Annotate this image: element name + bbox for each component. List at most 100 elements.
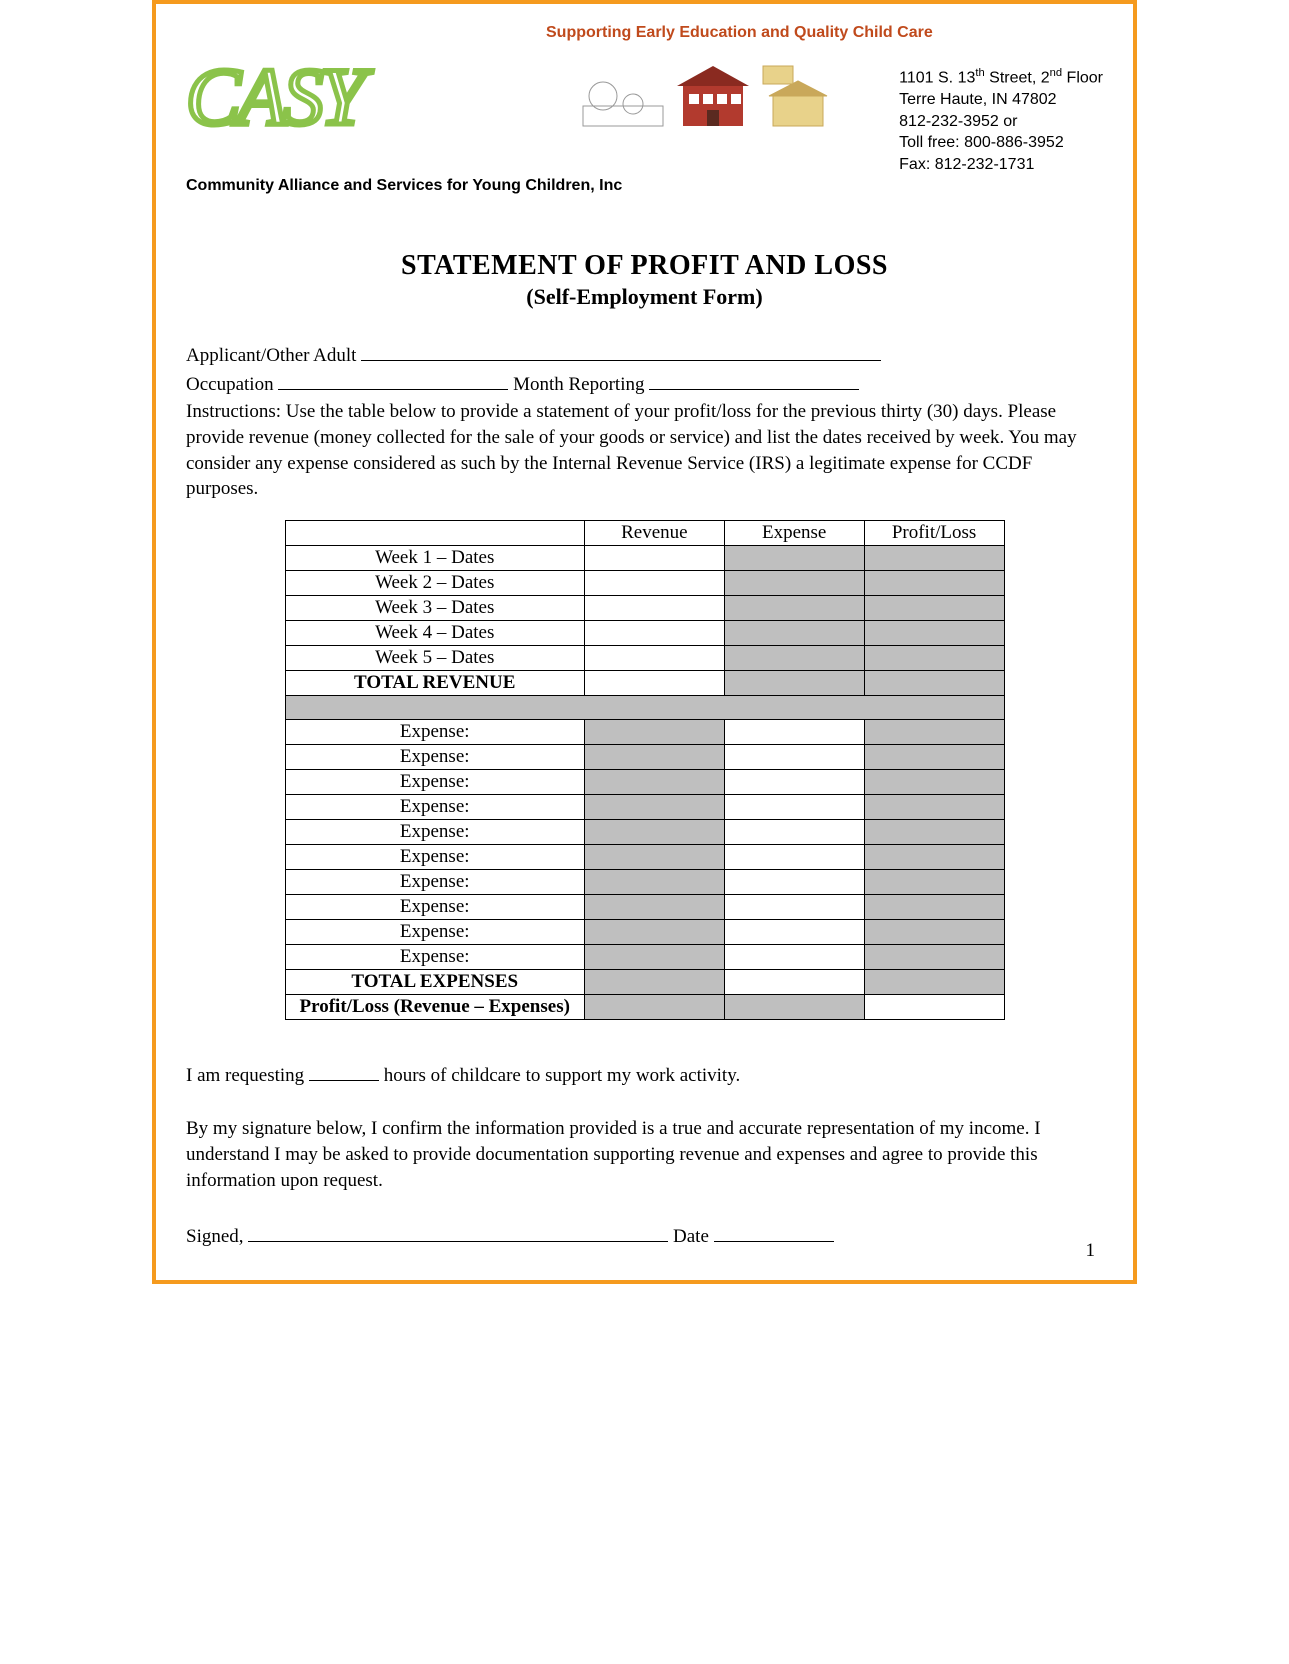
document-page: Supporting Early Education and Quality C… <box>152 0 1137 1284</box>
spacer-cell <box>285 695 1004 719</box>
row-label: Expense: <box>285 819 584 844</box>
table-row: Expense: <box>285 769 1004 794</box>
cell[interactable] <box>724 620 864 645</box>
cell <box>584 969 724 994</box>
cell[interactable] <box>724 595 864 620</box>
cell[interactable] <box>584 744 724 769</box>
cell <box>724 670 864 695</box>
cell[interactable] <box>584 844 724 869</box>
cell[interactable] <box>864 794 1004 819</box>
cell[interactable] <box>724 919 864 944</box>
cell[interactable] <box>584 919 724 944</box>
cell <box>724 969 864 994</box>
cell[interactable] <box>864 769 1004 794</box>
occupation-field: Occupation Month Reporting <box>186 369 1103 398</box>
cell[interactable] <box>724 944 864 969</box>
cell[interactable] <box>724 769 864 794</box>
applicant-blank[interactable] <box>361 340 881 361</box>
page-number: 1 <box>1086 1240 1096 1262</box>
table-row: Week 2 – Dates <box>285 570 1004 595</box>
cell[interactable] <box>724 794 864 819</box>
cell[interactable] <box>724 819 864 844</box>
cell[interactable] <box>584 545 724 570</box>
cell[interactable] <box>724 719 864 744</box>
table-row: Expense: <box>285 944 1004 969</box>
hours-blank[interactable] <box>309 1060 379 1081</box>
address-line-1: 1101 S. 13th Street, 2nd Floor <box>899 66 1103 89</box>
table-row: TOTAL EXPENSES <box>285 969 1004 994</box>
row-label: Expense: <box>285 719 584 744</box>
cell[interactable] <box>864 744 1004 769</box>
cell[interactable] <box>864 819 1004 844</box>
org-name: Community Alliance and Services for Youn… <box>186 177 1103 195</box>
cell[interactable] <box>864 645 1004 670</box>
cell[interactable] <box>724 894 864 919</box>
cell[interactable] <box>864 620 1004 645</box>
casy-logo-icon: CASY <box>186 46 516 146</box>
cell <box>864 670 1004 695</box>
address-line-5: Fax: 812-232-1731 <box>899 154 1103 176</box>
date-blank[interactable] <box>714 1221 834 1242</box>
cell[interactable] <box>864 595 1004 620</box>
cell[interactable] <box>864 844 1004 869</box>
instructions: Instructions: Use the table below to pro… <box>186 399 1103 502</box>
occupation-blank[interactable] <box>278 369 508 390</box>
cell[interactable] <box>584 869 724 894</box>
cell[interactable] <box>584 794 724 819</box>
row-label: Expense: <box>285 769 584 794</box>
cell[interactable] <box>724 744 864 769</box>
row-label: Expense: <box>285 744 584 769</box>
address-line-2: Terre Haute, IN 47802 <box>899 89 1103 111</box>
row-label: Expense: <box>285 944 584 969</box>
row-label: Expense: <box>285 869 584 894</box>
cell[interactable] <box>864 570 1004 595</box>
signature-line: Signed, Date <box>186 1221 1103 1250</box>
cell[interactable] <box>864 545 1004 570</box>
applicant-field: Applicant/Other Adult <box>186 340 1103 369</box>
cell[interactable] <box>864 869 1004 894</box>
header-profitloss: Profit/Loss <box>864 520 1004 545</box>
signature-blank[interactable] <box>248 1221 668 1242</box>
row-label: Expense: <box>285 844 584 869</box>
row-label: Week 2 – Dates <box>285 570 584 595</box>
table-row: Expense: <box>285 719 1004 744</box>
cell <box>864 994 1004 1019</box>
row-label: Expense: <box>285 919 584 944</box>
cell[interactable] <box>584 595 724 620</box>
table-row: Expense: <box>285 794 1004 819</box>
cell[interactable] <box>584 620 724 645</box>
header-revenue: Revenue <box>584 520 724 545</box>
header: Supporting Early Education and Quality C… <box>186 24 1103 195</box>
cell[interactable] <box>864 719 1004 744</box>
form-fields: Applicant/Other Adult Occupation Month R… <box>186 340 1103 502</box>
cell[interactable] <box>724 570 864 595</box>
address-line-4: Toll free: 800-886-3952 <box>899 132 1103 154</box>
table-row: Expense: <box>285 919 1004 944</box>
row-label: Expense: <box>285 894 584 919</box>
bottom-section: I am requesting hours of childcare to su… <box>186 1060 1103 1250</box>
table-row: Week 4 – Dates <box>285 620 1004 645</box>
cell[interactable] <box>584 819 724 844</box>
cell[interactable] <box>724 844 864 869</box>
profit-loss-table: Revenue Expense Profit/Loss Week 1 – Dat… <box>285 520 1005 1020</box>
cell[interactable] <box>584 570 724 595</box>
cell[interactable] <box>864 944 1004 969</box>
row-label: TOTAL EXPENSES <box>285 969 584 994</box>
table-row: Expense: <box>285 744 1004 769</box>
cell[interactable] <box>584 769 724 794</box>
cell[interactable] <box>864 919 1004 944</box>
hours-request: I am requesting hours of childcare to su… <box>186 1060 1103 1089</box>
cell[interactable] <box>584 894 724 919</box>
cell[interactable] <box>584 719 724 744</box>
address-line-3: 812-232-3952 or <box>899 111 1103 133</box>
cell[interactable] <box>724 869 864 894</box>
cell[interactable] <box>724 645 864 670</box>
row-label: Expense: <box>285 794 584 819</box>
cell[interactable] <box>724 545 864 570</box>
month-blank[interactable] <box>649 369 859 390</box>
table-row: Expense: <box>285 844 1004 869</box>
cell[interactable] <box>584 645 724 670</box>
cell[interactable] <box>864 894 1004 919</box>
cell[interactable] <box>584 944 724 969</box>
svg-text:CASY: CASY <box>186 51 373 142</box>
